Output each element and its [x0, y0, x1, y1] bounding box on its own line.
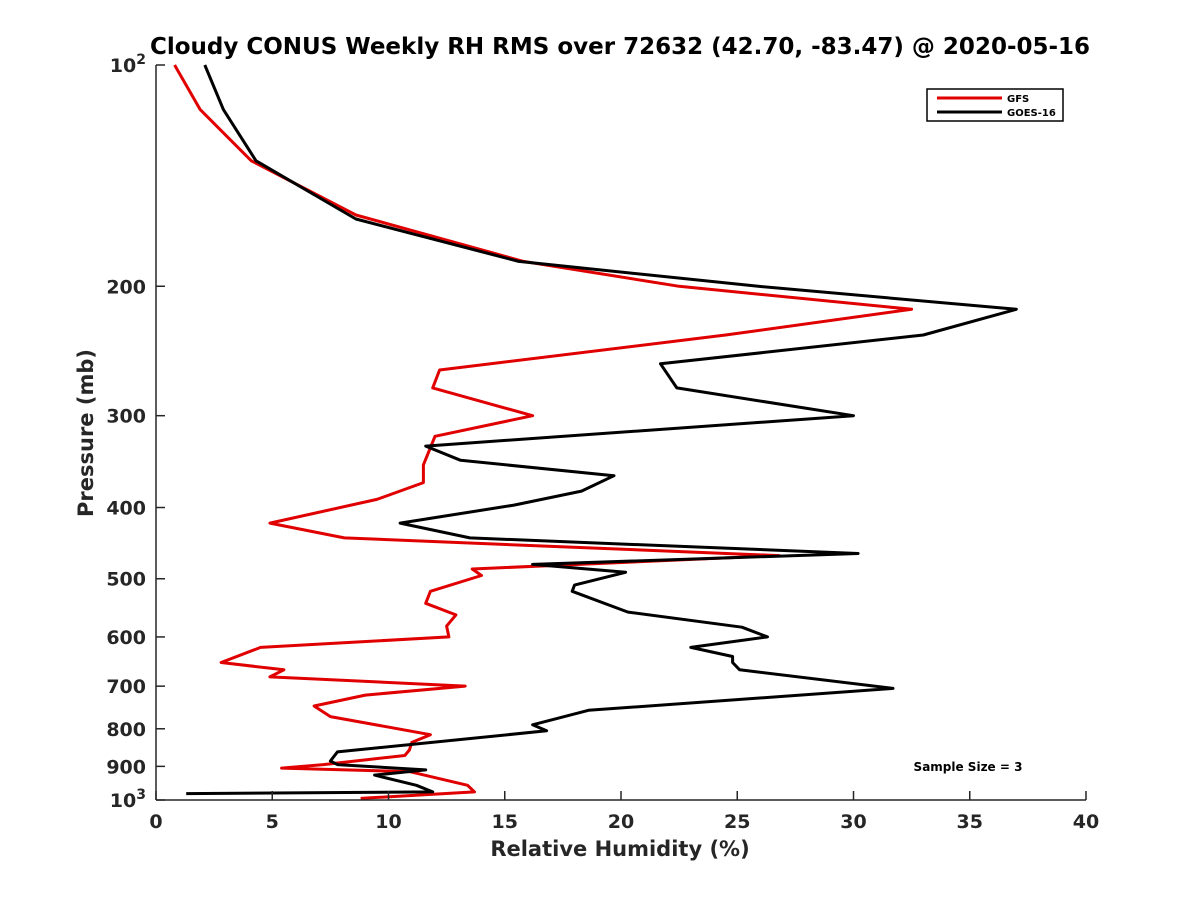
y-tick-label: 400: [106, 498, 146, 520]
legend-label: GOES-16: [1007, 108, 1056, 119]
axes: 0 5 10 15 20 25 30 35 40 102 200 300 400 500 600 700 800…: [106, 52, 1099, 833]
y-axis-label: Pressure (mb): [74, 349, 98, 517]
legend: GFS GOES-16: [926, 88, 1064, 122]
y-tick-label: 800: [106, 719, 146, 741]
y-tick-label: 900: [106, 756, 146, 778]
y-tick-label: 103: [110, 787, 146, 812]
x-tick-label: 35: [957, 811, 983, 833]
series-line-gfs: [173, 64, 914, 800]
y-tick-label: 500: [106, 569, 146, 591]
x-tick-label: 20: [608, 811, 634, 833]
y-tick-label: 700: [106, 676, 146, 698]
y-tick-label: 200: [106, 276, 146, 298]
x-tick-label: 30: [840, 811, 866, 833]
x-tick-label: 40: [1073, 811, 1099, 833]
sample-size-annotation: Sample Size = 3: [914, 760, 1023, 774]
legend-label: GFS: [1007, 94, 1029, 105]
x-tick-label: 25: [724, 811, 750, 833]
y-tick-label: 600: [106, 627, 146, 649]
x-tick-label: 15: [492, 811, 518, 833]
plot-lines: [173, 64, 1018, 800]
y-tick-label: 300: [106, 406, 146, 428]
x-axis-label: Relative Humidity (%): [490, 837, 749, 861]
chart-title: Cloudy CONUS Weekly RH RMS over 72632 (4…: [150, 34, 1090, 60]
x-tick-label: 10: [375, 811, 401, 833]
y-tick-label: 102: [110, 52, 146, 77]
x-tick-label: 5: [266, 811, 279, 833]
x-tick-label: 0: [149, 811, 162, 833]
series-line-goes-16: [186, 64, 1018, 796]
legend-box: [926, 88, 1064, 122]
